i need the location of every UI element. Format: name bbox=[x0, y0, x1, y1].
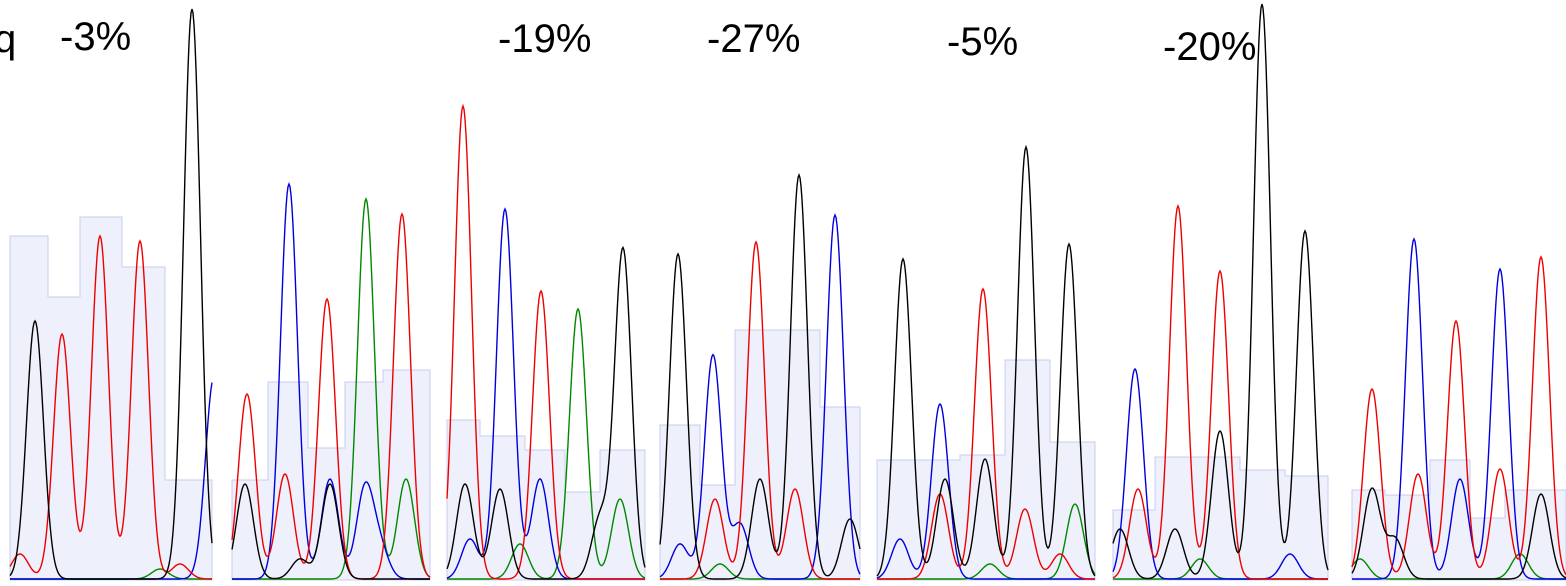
label: -20% bbox=[1163, 25, 1256, 69]
trace bbox=[446, 245, 646, 580]
trace bbox=[659, 213, 861, 580]
trace bbox=[232, 197, 431, 580]
trace bbox=[1351, 487, 1566, 580]
trace bbox=[876, 402, 1095, 580]
trace bbox=[1112, 204, 1328, 580]
trace bbox=[1351, 255, 1566, 576]
quality-bars bbox=[1351, 459, 1566, 581]
trace bbox=[1112, 3, 1329, 580]
label: -19% bbox=[498, 17, 591, 61]
trace bbox=[659, 172, 861, 580]
label: -3% bbox=[60, 15, 131, 59]
quality-bars bbox=[231, 369, 431, 581]
label: -5% bbox=[947, 20, 1018, 64]
trace bbox=[9, 234, 212, 580]
trace bbox=[231, 483, 430, 580]
trace bbox=[446, 103, 645, 580]
label: q bbox=[0, 17, 16, 61]
trace bbox=[231, 212, 431, 580]
trace bbox=[9, 8, 213, 580]
quality-bars bbox=[9, 216, 213, 581]
trace bbox=[876, 144, 1096, 577]
trace bbox=[660, 240, 860, 580]
panels bbox=[9, 3, 1566, 581]
trace bbox=[877, 287, 1095, 580]
trace bbox=[1352, 237, 1566, 580]
quality-bars bbox=[876, 359, 1096, 581]
label: -27% bbox=[707, 17, 800, 61]
trace bbox=[1112, 367, 1328, 580]
